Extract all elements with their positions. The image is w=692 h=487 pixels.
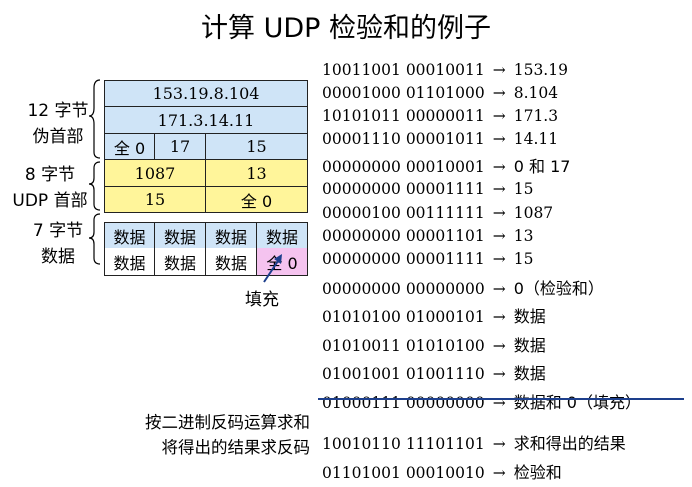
- binary-line: 00000000 00010001 → 0 和 17: [322, 153, 570, 177]
- arrow-symbol: →: [492, 435, 506, 453]
- arrow-symbol: →: [492, 158, 506, 176]
- arrow-symbol: →: [492, 250, 506, 268]
- arrow-symbol: →: [492, 365, 506, 383]
- source-port-cell: 1087: [104, 159, 206, 187]
- binary-line: 00000000 00001101 → 13: [322, 227, 533, 245]
- udp-header-brace: [88, 161, 101, 211]
- binary-bits: 00000100 00111111: [322, 204, 485, 222]
- binary-bits: 10010110 11101101: [322, 435, 485, 453]
- data-cell: 数据: [205, 222, 257, 249]
- binary-bits: 00001000 01101000: [322, 84, 485, 102]
- protocol-cell: 17: [154, 133, 206, 160]
- arrow-symbol: →: [492, 308, 506, 326]
- binary-result: 数据: [513, 336, 546, 355]
- data-cell: 数据: [205, 248, 257, 276]
- strike-through-line: [318, 398, 684, 400]
- binary-line: 00001110 00001011 → 14.11: [322, 130, 558, 148]
- arrow-symbol: →: [492, 337, 506, 355]
- brace-group: [88, 79, 101, 265]
- binary-line: 00001000 01101000 → 8.104: [322, 84, 558, 102]
- data-label: 7 字节 数据: [32, 221, 84, 267]
- binary-line: 10011001 00010011 → 153.19: [322, 61, 568, 79]
- udp-length-pseudo-cell: 15: [205, 133, 308, 160]
- pseudo-header-label: 12 字节 伪首部: [27, 101, 89, 147]
- padding-label: 填充: [245, 290, 279, 310]
- binary-bits: 00000000 00000000: [322, 280, 485, 298]
- binary-line: 00000100 00111111 → 1087: [322, 204, 553, 222]
- page-title: 计算 UDP 检验和的例子: [201, 13, 491, 44]
- binary-result: 8.104: [513, 84, 559, 102]
- pseudo-header-brace: [88, 79, 101, 159]
- binary-line: 10101011 00000011 → 171.3: [322, 107, 558, 125]
- arrow-symbol: →: [492, 280, 506, 298]
- binary-result: 数据和 0（填充）: [513, 393, 641, 412]
- binary-result: 15: [513, 180, 534, 198]
- checksum-zero-cell: 全 0: [205, 186, 308, 213]
- arrow-symbol: →: [492, 84, 506, 102]
- arrow-symbol: →: [492, 204, 506, 222]
- binary-line: 00000000 00001111 → 15: [322, 250, 533, 268]
- data-cell: 数据: [256, 222, 308, 249]
- udp-layout-grid: 153.19.8.104 171.3.14.11 全 0 17 15 1087 …: [104, 80, 308, 276]
- padding-pointer-arrow: [263, 254, 282, 283]
- binary-result: 153.19: [513, 61, 568, 79]
- binary-line: 01000111 00000000 → 数据和 0（填充）: [322, 389, 641, 413]
- data-cell: 数据: [154, 248, 206, 276]
- udp-header-label: 8 字节 UDP 首部: [12, 165, 88, 211]
- arrow-symbol: →: [492, 464, 506, 482]
- binary-bits: 01001001 01001110: [322, 365, 485, 383]
- binary-bits: 10101011 00000011: [322, 107, 485, 125]
- source-ip-cell: 153.19.8.104: [104, 80, 308, 107]
- binary-result: 求和得出的结果: [513, 434, 626, 453]
- binary-result: 数据: [513, 364, 546, 383]
- binary-bits: 00000000 00010001: [322, 158, 485, 176]
- arrow-symbol: →: [492, 227, 506, 245]
- binary-result: 检验和: [513, 463, 562, 482]
- arrow-symbol: →: [492, 61, 506, 79]
- calculation-note: 按二进制反码运算求和 将得出的结果求反码: [145, 413, 310, 457]
- binary-line: 01010100 01000101 → 数据: [322, 303, 546, 327]
- binary-bits: 00000000 00001111: [322, 180, 485, 198]
- arrow-symbol: →: [492, 107, 506, 125]
- binary-line: 01001001 01001110 → 数据: [322, 360, 546, 384]
- arrow-symbol: →: [492, 394, 506, 412]
- binary-line: 00000000 00001111 → 15: [322, 180, 533, 198]
- binary-bits: 01010011 01010100: [322, 337, 485, 355]
- binary-result: 0（检验和）: [513, 279, 604, 298]
- binary-line: 00000000 00000000 → 0（检验和）: [322, 275, 604, 299]
- dest-port-cell: 13: [205, 159, 308, 187]
- binary-line: 10010110 11101101 → 求和得出的结果: [322, 430, 626, 454]
- binary-line: 01101001 00010010 → 检验和: [322, 459, 562, 483]
- binary-result: 14.11: [513, 130, 559, 148]
- udp-length-cell: 15: [104, 186, 206, 213]
- binary-result: 171.3: [513, 107, 559, 125]
- binary-result: 15: [513, 250, 534, 268]
- arrow-symbol: →: [492, 180, 506, 198]
- arrow-symbol: →: [492, 130, 506, 148]
- data-brace: [88, 213, 101, 265]
- binary-line: 01010011 01010100 → 数据: [322, 332, 546, 356]
- binary-bits: 01010100 01000101: [322, 308, 485, 326]
- data-cell: 数据: [104, 222, 155, 249]
- binary-result: 0 和 17: [513, 157, 571, 176]
- binary-result: 13: [513, 227, 534, 245]
- dest-ip-cell: 171.3.14.11: [104, 106, 308, 134]
- binary-bits: 01000111 00000000: [322, 394, 485, 412]
- data-cell: 数据: [154, 222, 206, 249]
- binary-bits: 01101001 00010010: [322, 464, 485, 482]
- binary-result: 1087: [513, 204, 554, 222]
- binary-bits: 10011001 00010011: [322, 61, 485, 79]
- binary-result: 数据: [513, 307, 546, 326]
- binary-bits: 00001110 00001011: [322, 130, 485, 148]
- zero-cell: 全 0: [104, 133, 155, 160]
- data-cell: 数据: [104, 248, 155, 276]
- binary-bits: 00000000 00001101: [322, 227, 485, 245]
- binary-bits: 00000000 00001111: [322, 250, 485, 268]
